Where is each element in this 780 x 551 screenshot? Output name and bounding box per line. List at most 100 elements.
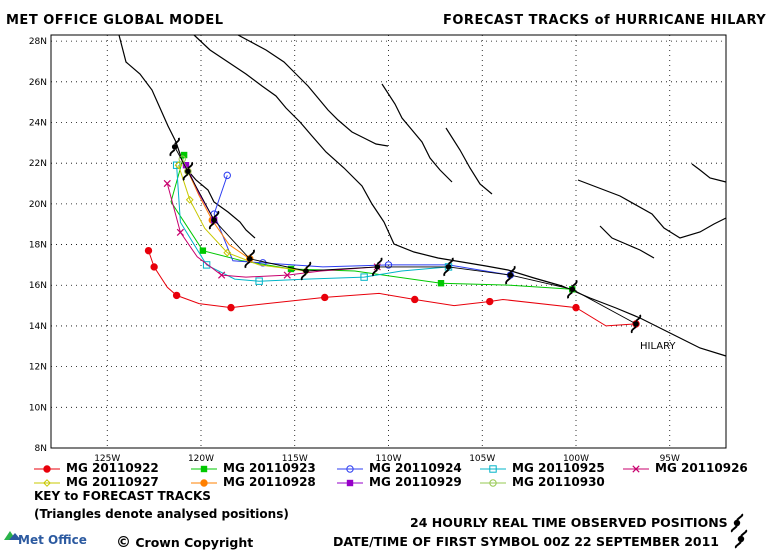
- track-point: [283, 271, 291, 279]
- track-point: [437, 280, 445, 287]
- legend-marker: [34, 465, 60, 473]
- map-title-right: FORECAST TRACKS of HURRICANE HILARY: [443, 13, 767, 28]
- latitude-labels: 28N 26N 24N 22N 20N 18N 16N 14N 12N 10N 8N: [29, 37, 47, 454]
- hurricane-symbol-icon: [443, 257, 454, 277]
- track-point: [185, 195, 194, 204]
- hurricane-symbol-icon: [300, 261, 312, 281]
- observed-track: [169, 137, 642, 334]
- track-point: [632, 465, 640, 473]
- copyright-text: Crown Copyright: [135, 535, 254, 550]
- track-point: [199, 247, 207, 254]
- track-point: [223, 248, 232, 257]
- track-point: [346, 479, 354, 487]
- hurricane-symbol-arms: [567, 279, 578, 299]
- track-point: [411, 295, 419, 304]
- hurricane-symbol-core: [445, 264, 452, 270]
- track-point: [182, 162, 190, 169]
- forecast-track-line: [148, 250, 637, 327]
- hurricane-symbol-core: [211, 217, 217, 223]
- track-point: [346, 465, 354, 473]
- latitude-label: 8N: [35, 444, 47, 454]
- longitude-label: 120W: [188, 454, 214, 464]
- datetime-label: DATE/TIME OF FIRST SYMBOL 00Z 22 SEPTEMB…: [333, 534, 719, 549]
- hurricane-symbol-icon: [630, 314, 642, 334]
- legend-label: MG 20110925: [512, 461, 605, 475]
- track-point: [178, 155, 186, 163]
- track-point: [144, 246, 153, 255]
- hurricane-symbol-icon: [734, 529, 748, 549]
- track-point: [43, 479, 51, 487]
- hurricane-symbol-core: [303, 268, 309, 274]
- track-point: [202, 261, 211, 269]
- coastline-segment: [237, 34, 389, 147]
- latitude-label: 18N: [29, 241, 47, 251]
- hurricane-symbol-icon: [567, 279, 578, 299]
- forecast-track: [174, 161, 310, 275]
- longitude-label: 95W: [660, 454, 680, 464]
- track-point: [218, 271, 226, 279]
- observed-track-line: [174, 146, 637, 325]
- track-point: [200, 479, 208, 487]
- track-point: [172, 291, 181, 300]
- hurricane-symbol-core: [374, 264, 381, 270]
- longitude-label: 105W: [469, 454, 495, 464]
- coastline-segment: [445, 127, 493, 195]
- forecast-track-line: [176, 165, 449, 282]
- track-point: [227, 303, 235, 312]
- track-point: [176, 228, 184, 236]
- coastline-segment: [691, 163, 727, 183]
- latitude-label: 14N: [29, 322, 47, 332]
- hurricane-symbol-arms: [169, 137, 180, 157]
- map-grid: [51, 35, 726, 448]
- hurricane-symbol-icon: [505, 265, 516, 285]
- track-point: [180, 151, 188, 159]
- latitude-label: 28N: [29, 37, 47, 47]
- forecast-track: [170, 151, 576, 293]
- hurricane-symbol-arms: [505, 265, 516, 285]
- track-point: [360, 273, 368, 281]
- legend-label: MG 20110923: [223, 461, 316, 475]
- hurricane-symbol-core: [569, 286, 576, 293]
- forecast-track-line: [166, 183, 378, 278]
- track-point: [150, 263, 158, 271]
- legend-marker: [480, 465, 506, 473]
- legend-marker: [337, 465, 363, 473]
- coastline: [118, 34, 727, 357]
- legend-marker: [337, 479, 363, 487]
- met-office-logo-icon: [4, 531, 21, 540]
- hurricane-symbol-arms: [182, 161, 194, 181]
- latitude-label: 26N: [29, 78, 47, 88]
- legend-key-note: (Triangles denote analysed positions): [34, 507, 289, 521]
- copyright-notice: © Crown Copyright: [116, 533, 253, 551]
- legend-marker: [191, 479, 217, 487]
- legend-label: MG 20110927: [66, 475, 159, 489]
- copyright-symbol: ©: [116, 533, 131, 551]
- forecast-track: [210, 171, 515, 279]
- hurricane-symbol-core: [185, 168, 191, 175]
- observed-positions-label: 24 HOURLY REAL TIME OBSERVED POSITIONS: [410, 515, 728, 530]
- track-point: [255, 277, 263, 285]
- track-point: [43, 465, 51, 473]
- longitude-label: 110W: [375, 454, 401, 464]
- hurricane-symbol-core: [633, 321, 639, 327]
- track-point: [200, 465, 208, 473]
- latitude-label: 16N: [29, 281, 47, 291]
- hurricane-symbol-arms: [208, 210, 220, 230]
- legend-label: MG 20110928: [223, 475, 316, 489]
- track-point: [486, 297, 494, 306]
- forecast-track: [172, 161, 453, 285]
- coastline-segment: [577, 179, 727, 239]
- coastline-segment: [118, 34, 256, 239]
- hurricane-symbol-arms: [300, 261, 312, 281]
- map-title-left: MET OFFICE GLOBAL MODEL: [6, 13, 224, 28]
- hurricane-symbol-arms: [630, 314, 642, 334]
- forecast-track-line: [178, 165, 307, 272]
- latitude-label: 12N: [29, 363, 47, 373]
- hurricane-symbol-arms: [372, 257, 383, 277]
- legend-label: MG 20110926: [655, 461, 748, 475]
- latitude-label: 20N: [29, 200, 47, 210]
- legend-label: MG 20110922: [66, 461, 159, 475]
- longitude-label: 100W: [563, 454, 589, 464]
- hurricane-symbol-core: [507, 272, 514, 278]
